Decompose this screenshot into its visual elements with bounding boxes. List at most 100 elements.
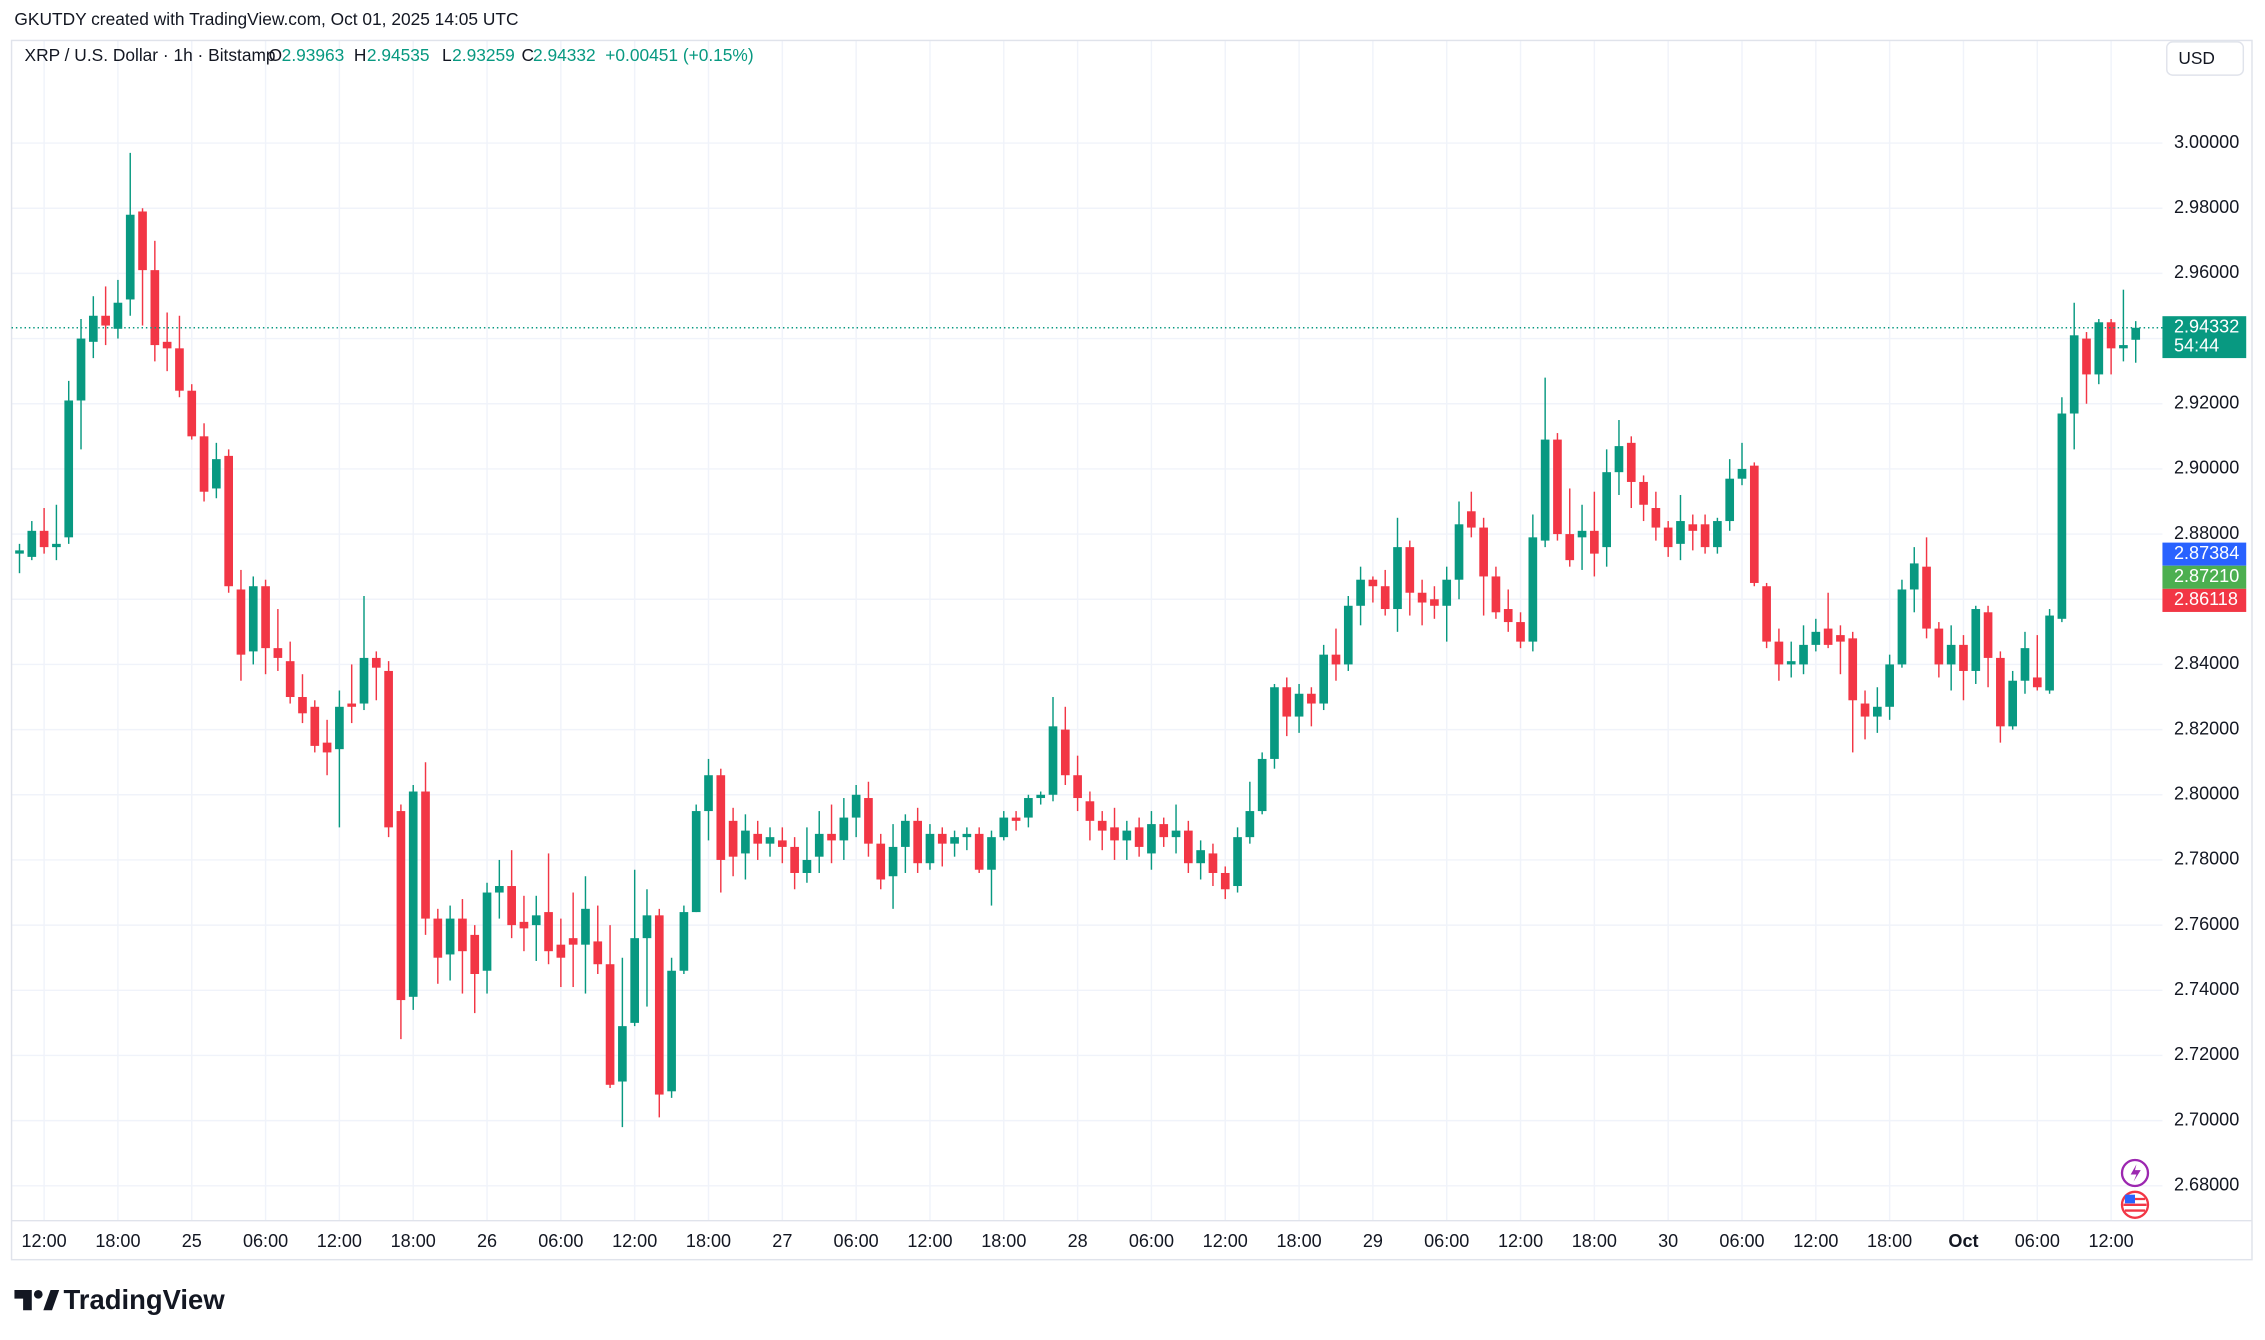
x-tick-label: Oct xyxy=(1948,1231,1978,1251)
candle-body xyxy=(212,459,221,489)
price-label: 2.86118 xyxy=(2174,589,2238,609)
y-tick-label: 2.84000 xyxy=(2174,653,2239,673)
candle-body xyxy=(138,211,147,271)
candle-body xyxy=(999,817,1009,838)
candle-body xyxy=(1602,472,1611,548)
chart-frame xyxy=(10,39,2253,1261)
candle-body xyxy=(1479,527,1488,577)
candle-body xyxy=(421,791,430,919)
candle-body xyxy=(187,390,197,437)
candle-body xyxy=(310,706,320,746)
candle-body xyxy=(814,833,824,857)
y-tick-label: 2.76000 xyxy=(2174,914,2239,934)
candle-body xyxy=(298,697,307,714)
candle-body xyxy=(642,915,652,939)
candle-body xyxy=(1946,644,1956,665)
x-tick-label: 12:00 xyxy=(907,1231,952,1251)
candle-body xyxy=(224,455,233,587)
candle-body xyxy=(1873,706,1882,717)
candle-body xyxy=(1528,537,1538,642)
candle-body xyxy=(1737,468,1747,479)
logo-mark xyxy=(14,1290,32,1311)
open-label: O xyxy=(269,45,282,65)
open-value: 2.93963 xyxy=(282,45,345,65)
currency-button[interactable] xyxy=(2166,41,2245,76)
candle-body xyxy=(2020,648,2030,681)
candle-body xyxy=(162,341,172,349)
candle-body xyxy=(1749,465,1759,583)
candle-body xyxy=(1466,511,1476,528)
candle-body xyxy=(1626,442,1636,482)
candle-body xyxy=(1405,547,1415,593)
candle-body xyxy=(876,843,886,880)
low-value: 2.93259 xyxy=(452,45,515,65)
candle-body xyxy=(285,661,295,698)
alert-icon-bolt xyxy=(2130,1164,2141,1182)
candle-body xyxy=(962,833,972,838)
candle-body xyxy=(1959,644,1968,671)
candle-body xyxy=(445,918,455,955)
candle-body xyxy=(765,837,775,844)
candle-body xyxy=(1590,530,1599,554)
candle-body xyxy=(728,820,738,857)
candle-body xyxy=(1097,820,1107,831)
x-tick-label: 12:00 xyxy=(317,1231,362,1251)
candle-body xyxy=(1417,592,1427,603)
x-tick-label: 12:00 xyxy=(22,1231,67,1251)
candle-body xyxy=(347,703,357,707)
y-tick-label: 2.78000 xyxy=(2174,849,2239,869)
candles xyxy=(15,152,2141,1128)
x-tick-label: 18:00 xyxy=(391,1231,436,1251)
countdown: 54:44 xyxy=(2174,335,2219,355)
candle-body xyxy=(199,436,209,492)
candle-body xyxy=(839,817,849,841)
candle-body xyxy=(248,586,258,652)
candle-body xyxy=(1639,481,1648,505)
candle-body xyxy=(1270,687,1279,759)
x-tick-label: 27 xyxy=(772,1231,792,1251)
x-tick-label: 06:00 xyxy=(2015,1231,2060,1251)
x-tick-label: 26 xyxy=(477,1231,497,1251)
candle-body xyxy=(556,944,566,958)
candle-body xyxy=(1713,521,1722,548)
candle-body xyxy=(1380,586,1390,610)
candle-body xyxy=(1294,693,1304,717)
x-tick-label: 06:00 xyxy=(1424,1231,1469,1251)
candle-body xyxy=(827,833,836,841)
candle-body xyxy=(937,833,947,844)
alert-icon[interactable] xyxy=(2120,1158,2150,1188)
brand: TradingView xyxy=(64,1284,226,1315)
candle-body xyxy=(519,921,529,929)
y-tick-label: 2.98000 xyxy=(2174,197,2239,217)
candle-body xyxy=(261,586,270,649)
candle-body xyxy=(679,912,689,971)
currency[interactable]: USD xyxy=(2178,48,2215,68)
brand-logo: TradingView xyxy=(14,1284,225,1315)
candle-body xyxy=(1393,547,1402,610)
candle-body xyxy=(1220,872,1230,890)
candle-body xyxy=(790,846,799,873)
candle-body xyxy=(1934,628,1944,665)
candle-body xyxy=(1442,579,1452,606)
x-tick-label: 12:00 xyxy=(1203,1231,1248,1251)
close-label: C xyxy=(521,45,534,65)
symbol: XRP / U.S. Dollar · 1h · Bitstamp xyxy=(25,45,276,65)
candle-body xyxy=(507,886,516,926)
y-tick-label: 2.88000 xyxy=(2174,523,2239,543)
candle-body xyxy=(605,964,615,1085)
y-tick-label: 2.70000 xyxy=(2174,1109,2239,1129)
candle-body xyxy=(359,657,369,704)
candle-body xyxy=(544,912,553,952)
x-tick-label: 18:00 xyxy=(686,1231,731,1251)
candle-body xyxy=(1368,579,1378,587)
candle-body xyxy=(1233,837,1242,887)
candle-body xyxy=(1996,657,2005,727)
candle-body xyxy=(1011,817,1021,821)
change: +0.00451 (+0.15%) xyxy=(605,45,753,65)
y-tick-label: 2.92000 xyxy=(2174,393,2239,413)
candle-body xyxy=(15,550,24,554)
candle-body xyxy=(1307,693,1316,704)
close-value: 2.94332 xyxy=(533,45,596,65)
candle-body xyxy=(667,970,676,1092)
candle-body xyxy=(593,941,603,965)
